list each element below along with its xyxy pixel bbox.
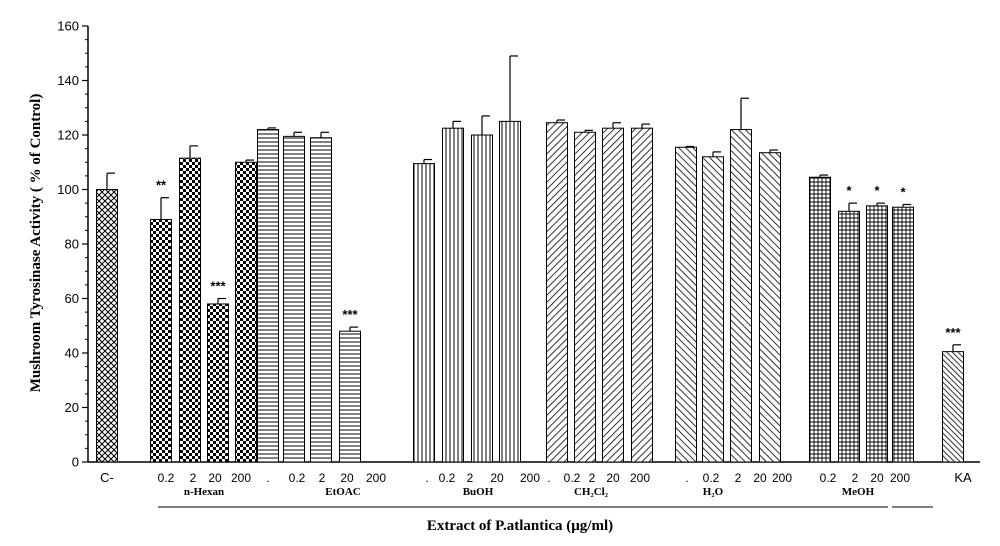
x-tick-label: 0.2 <box>564 471 581 485</box>
y-tick-label: 40 <box>65 346 79 361</box>
bar <box>413 163 435 463</box>
bar <box>207 303 229 463</box>
x-tick-label: 0.2 <box>158 471 175 485</box>
bar <box>574 131 596 463</box>
bar <box>942 351 964 463</box>
bar <box>442 127 464 463</box>
x-tick-label: 200 <box>630 471 650 485</box>
y-tick-label: 120 <box>57 128 79 143</box>
bar <box>809 176 831 463</box>
significance-label: *** <box>210 279 226 294</box>
x-tick-label: 200 <box>366 471 386 485</box>
y-tick-label: 100 <box>57 182 79 197</box>
bar <box>150 218 172 463</box>
x-tick-label: 0.2 <box>820 471 837 485</box>
y-tick-label: 0 <box>72 455 79 470</box>
bar <box>675 146 697 463</box>
bar <box>499 120 521 463</box>
group-label: n-Hexan <box>184 486 224 498</box>
bar <box>702 156 724 463</box>
significance-label: * <box>874 183 880 198</box>
bar <box>759 152 781 463</box>
x-tick-label: 2 <box>319 471 326 485</box>
x-tick-label: 2 <box>589 471 596 485</box>
x-tick-label: 0.2 <box>439 471 456 485</box>
significance-label: *** <box>342 307 358 322</box>
y-tick-label: 20 <box>65 400 79 415</box>
bar <box>602 127 624 463</box>
y-tick-label: 140 <box>57 73 79 88</box>
x-tick-label: 0.2 <box>703 471 720 485</box>
group-label: CH₂Cl₂ <box>574 486 609 498</box>
bar <box>631 127 653 463</box>
group-label: BuOH <box>463 486 494 498</box>
bar <box>546 122 568 463</box>
x-tick-label: 20 <box>870 471 884 485</box>
bar <box>179 157 201 463</box>
bar <box>257 129 279 463</box>
x-tick-label: 2 <box>190 471 197 485</box>
x-tick-label: KA <box>954 470 972 485</box>
y-tick-label: 80 <box>65 237 79 252</box>
x-tick-label: 2 <box>467 471 474 485</box>
x-tick-label: . <box>266 471 269 485</box>
significance-label: * <box>900 184 906 199</box>
bar <box>283 135 305 463</box>
bar <box>892 206 914 463</box>
x-tick-label: . <box>547 471 550 485</box>
bar <box>96 189 118 463</box>
bar <box>235 161 257 463</box>
x-tick-label: 200 <box>520 471 540 485</box>
x-tick-label: 2 <box>852 471 859 485</box>
x-tick-label: 20 <box>208 471 222 485</box>
bar <box>866 205 888 463</box>
x-tick-label: . <box>685 471 688 485</box>
x-tick-label: 0.2 <box>289 471 306 485</box>
significance-label: * <box>846 183 852 198</box>
bars: ********* * **** <box>96 55 964 463</box>
significance-label: ** <box>156 178 167 193</box>
group-label: EtOAC <box>325 486 361 498</box>
x-tick-label: 2 <box>735 471 742 485</box>
bar <box>730 129 752 463</box>
x-axis-title: Extract of P.atlantica (μg/ml) <box>427 518 613 534</box>
x-tick-label: 200 <box>231 471 251 485</box>
x-tick-label: 20 <box>606 471 620 485</box>
y-tick-label: 160 <box>57 19 79 34</box>
x-tick-label: 20 <box>753 471 767 485</box>
x-tick-label: 200 <box>890 471 910 485</box>
bar <box>471 134 493 463</box>
x-tick-label: . <box>425 471 428 485</box>
group-label: H₂O <box>703 486 724 498</box>
x-tick-label: 20 <box>490 471 504 485</box>
bar <box>339 330 361 463</box>
x-tick-label: 20 <box>340 471 354 485</box>
group-label: MeOH <box>842 486 875 498</box>
significance-label: *** <box>945 325 961 340</box>
bar <box>310 137 332 463</box>
x-tick-label: 200 <box>772 471 792 485</box>
y-tick-label: 60 <box>65 291 79 306</box>
x-tick-label: C- <box>100 470 114 485</box>
y-axis-title: Mushroom Tyrosinase Activity ( % of Cont… <box>28 94 44 393</box>
bar <box>838 210 860 463</box>
